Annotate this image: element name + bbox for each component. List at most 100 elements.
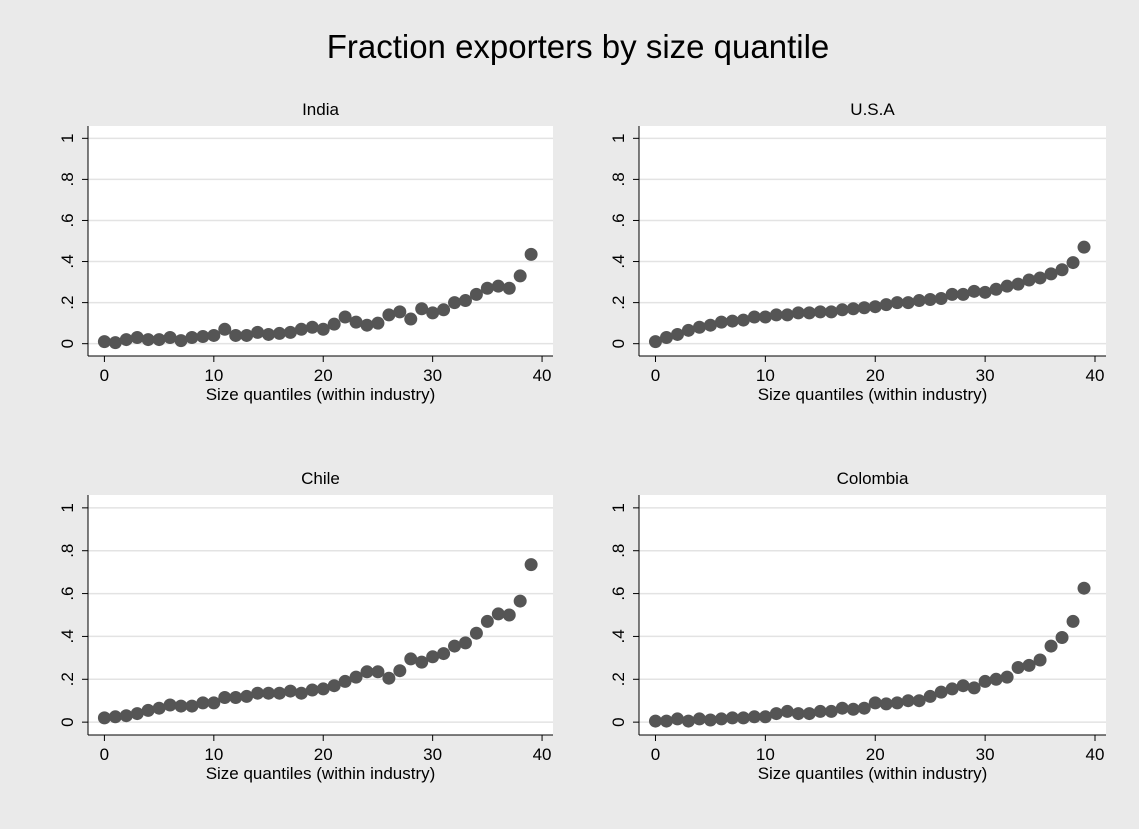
data-point	[152, 701, 166, 715]
x-tick-label: 30	[423, 745, 442, 764]
data-point	[1000, 279, 1014, 293]
x-tick-label: 0	[100, 366, 109, 385]
data-point	[338, 674, 352, 688]
y-tick-label: .4	[58, 254, 77, 268]
data-point	[714, 712, 728, 726]
data-point	[670, 712, 684, 726]
data-point	[272, 686, 286, 700]
data-point	[316, 682, 330, 696]
data-point	[692, 712, 706, 726]
data-point	[240, 328, 254, 342]
y-tick-label: .4	[58, 629, 77, 643]
data-point	[174, 334, 188, 348]
data-point	[736, 711, 750, 725]
panel-title: India	[302, 100, 339, 119]
data-point	[305, 320, 319, 334]
data-point	[857, 701, 871, 715]
x-tick-label: 0	[651, 366, 660, 385]
data-point	[272, 326, 286, 340]
data-point	[703, 713, 717, 727]
y-tick-label: .4	[609, 629, 628, 643]
x-tick-label: 40	[1086, 366, 1105, 385]
x-tick-label: 30	[423, 366, 442, 385]
data-point	[491, 607, 505, 621]
data-point	[989, 672, 1003, 686]
data-point	[868, 300, 882, 314]
data-point	[868, 696, 882, 710]
data-point	[426, 650, 440, 664]
data-point	[648, 335, 662, 349]
data-point	[780, 704, 794, 718]
data-point	[480, 614, 494, 628]
data-point	[437, 303, 451, 317]
panel-title: Chile	[301, 469, 340, 488]
x-tick-label: 10	[204, 366, 223, 385]
data-point	[945, 682, 959, 696]
y-tick-label: .8	[58, 172, 77, 186]
data-point	[458, 636, 472, 650]
data-point	[802, 306, 816, 320]
data-point	[769, 308, 783, 322]
data-point	[824, 305, 838, 319]
x-tick-label: 10	[756, 745, 775, 764]
data-point	[119, 709, 133, 723]
data-point	[1022, 273, 1036, 287]
data-point	[1000, 670, 1014, 684]
plot-area	[88, 495, 553, 735]
y-tick-label: 0	[609, 717, 628, 726]
y-tick-label: .6	[58, 213, 77, 227]
data-point	[1055, 263, 1069, 277]
data-point	[513, 594, 527, 608]
data-point	[502, 281, 516, 295]
data-point	[813, 305, 827, 319]
data-point	[747, 710, 761, 724]
data-point	[1066, 256, 1080, 270]
data-point	[956, 679, 970, 693]
data-point	[780, 308, 794, 322]
data-point	[813, 704, 827, 718]
data-point	[97, 335, 111, 349]
y-tick-label: 1	[609, 503, 628, 512]
data-point	[1011, 277, 1025, 291]
data-point	[163, 331, 177, 345]
data-point	[681, 323, 695, 337]
data-point	[229, 328, 243, 342]
y-tick-label: .6	[58, 586, 77, 600]
data-point	[404, 312, 418, 326]
data-point	[196, 696, 210, 710]
y-tick-label: .8	[58, 544, 77, 558]
data-point	[524, 558, 538, 572]
data-point	[725, 314, 739, 328]
y-tick-label: 0	[58, 339, 77, 348]
data-point	[1022, 658, 1036, 672]
data-point	[901, 296, 915, 310]
x-tick-label: 20	[314, 366, 333, 385]
y-tick-label: .8	[609, 172, 628, 186]
plot-area	[639, 495, 1106, 735]
data-point	[824, 704, 838, 718]
data-point	[758, 710, 772, 724]
data-point	[978, 285, 992, 299]
data-point	[294, 322, 308, 336]
data-point	[130, 707, 144, 721]
data-point	[659, 714, 673, 728]
data-point	[251, 686, 265, 700]
data-point	[152, 333, 166, 347]
data-point	[185, 699, 199, 713]
data-point	[1055, 631, 1069, 644]
data-point	[835, 303, 849, 317]
data-point	[316, 322, 330, 336]
data-point	[967, 284, 981, 298]
data-point	[469, 626, 483, 640]
data-point	[108, 710, 122, 724]
data-point	[491, 279, 505, 293]
data-point	[659, 331, 673, 345]
data-point	[349, 670, 363, 684]
data-point	[835, 701, 849, 715]
data-point	[791, 306, 805, 320]
data-point	[692, 320, 706, 334]
x-tick-label: 20	[314, 745, 333, 764]
